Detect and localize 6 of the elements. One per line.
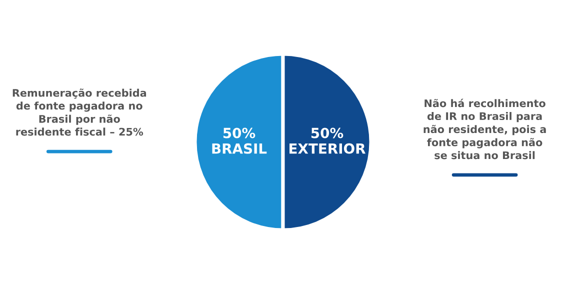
text: Não há recolhimento de IR no Brasil para não residente, pois a fonte pagadora não se situa no Brasil [424, 98, 546, 160]
data-label: 50% [311, 128, 344, 138]
slice-label: EXTERIOR [290, 143, 366, 154]
slice-label: BRASIL [212, 143, 267, 154]
text: Remuneração recebida de fonte pagadora no Brasil por não residente fiscal – 25% [12, 88, 146, 136]
data-label: 50% [223, 128, 256, 138]
